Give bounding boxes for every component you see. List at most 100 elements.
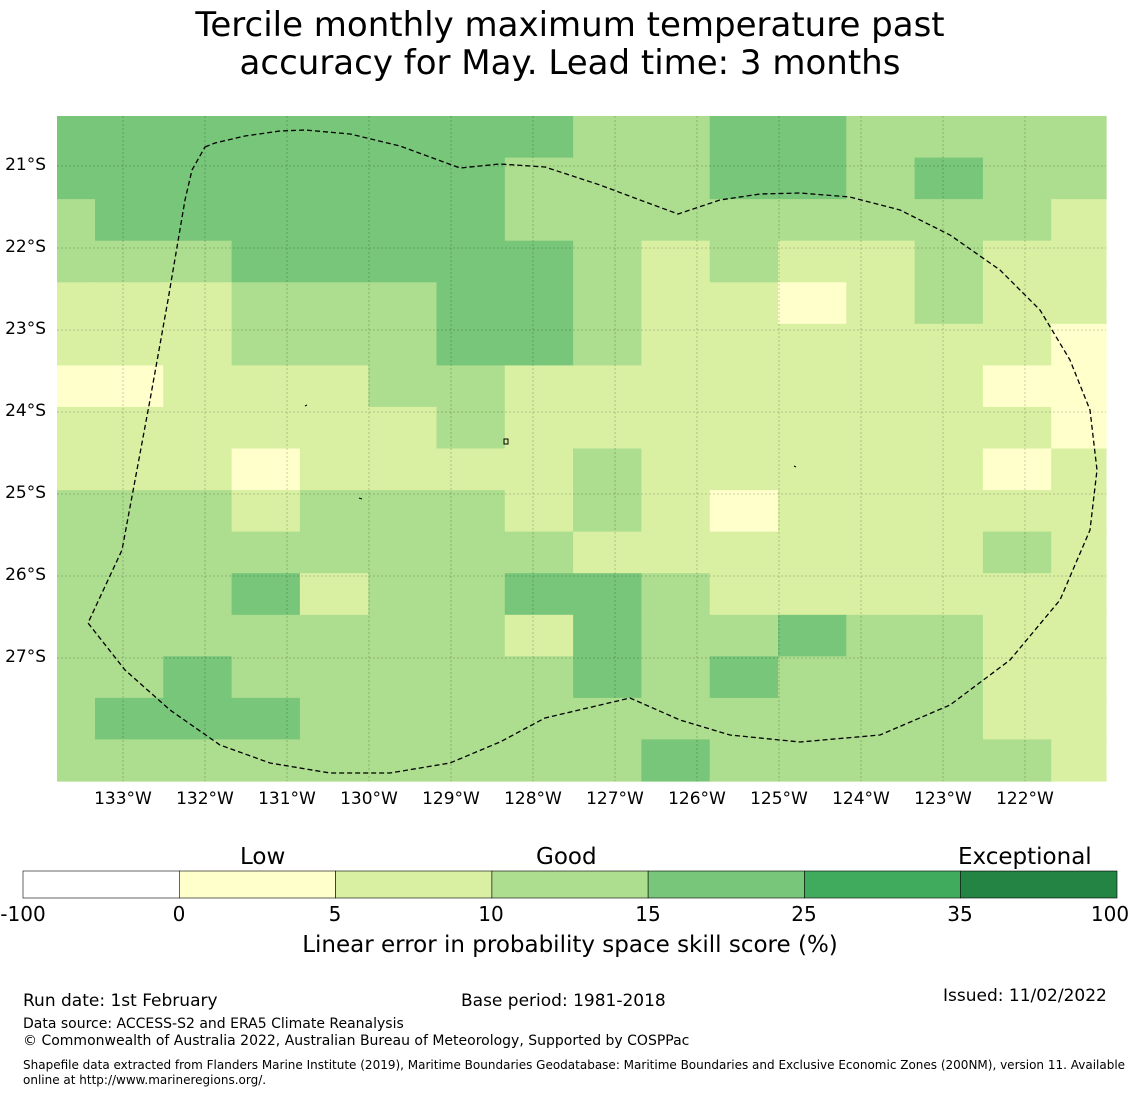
skill-cell	[436, 448, 506, 491]
skill-cell	[163, 406, 233, 450]
skill-cell	[231, 614, 301, 657]
skill-cell	[982, 116, 1052, 159]
skill-cell	[95, 406, 164, 450]
skill-cell	[778, 739, 847, 782]
skill-cell	[163, 240, 233, 283]
skill-cell	[778, 116, 847, 159]
skill-cell	[641, 448, 711, 491]
skill-cell	[436, 614, 506, 657]
skill-cell	[504, 365, 574, 408]
skill-cell	[709, 116, 779, 159]
lon-label: 123°W	[914, 789, 972, 809]
skill-cell	[436, 490, 506, 533]
skill-cell	[368, 697, 438, 741]
colorbar-tick: -100	[0, 902, 46, 926]
skill-cell	[641, 199, 711, 242]
skill-cell	[57, 240, 96, 283]
skill-cell	[504, 573, 574, 616]
lon-label: 126°W	[668, 789, 726, 809]
skill-cell	[573, 240, 642, 283]
skill-cell	[709, 697, 779, 741]
skill-cell	[982, 365, 1052, 408]
lon-label: 122°W	[996, 789, 1054, 809]
skill-cell	[778, 240, 847, 283]
skill-cell	[914, 656, 984, 699]
skill-cell	[95, 448, 164, 491]
skill-cell	[95, 157, 164, 200]
skill-cell	[368, 739, 438, 782]
colorbar-segments	[22, 870, 1118, 899]
skill-cell	[163, 448, 233, 491]
skill-cell	[1051, 697, 1107, 741]
skill-cell	[982, 490, 1052, 533]
skill-cell	[1051, 614, 1107, 657]
skill-cell	[95, 199, 164, 242]
skill-cell	[57, 573, 96, 616]
skill-cell	[1051, 739, 1107, 782]
skill-cell	[231, 365, 301, 408]
skill-cell	[299, 448, 369, 491]
skill-cell	[231, 282, 301, 325]
colorbar-segment	[335, 870, 493, 899]
skill-cell	[231, 323, 301, 366]
skill-cell	[436, 365, 506, 408]
skill-cell	[299, 656, 369, 699]
skill-cell	[95, 240, 164, 283]
islet-mark	[304, 404, 308, 407]
skill-cell	[436, 656, 506, 699]
skill-cell	[846, 365, 916, 408]
skill-cell	[914, 240, 984, 283]
skill-cell	[709, 490, 779, 533]
skill-cell	[299, 614, 369, 657]
skill-cell	[436, 240, 506, 283]
skill-cell	[163, 323, 233, 366]
skill-cell	[982, 282, 1052, 325]
skill-cell	[504, 157, 574, 200]
skill-cell	[95, 365, 164, 408]
lat-label: 25°S	[5, 483, 46, 503]
skill-cell	[57, 697, 96, 741]
skill-cell	[504, 323, 574, 366]
skill-cell	[778, 656, 847, 699]
skill-cell	[299, 697, 369, 741]
lon-label: 133°W	[94, 789, 152, 809]
lat-label: 27°S	[5, 647, 46, 667]
skill-cell	[436, 116, 506, 159]
islet-mark	[358, 497, 363, 500]
colorbar-segment	[804, 870, 962, 899]
lat-label: 22°S	[5, 237, 46, 257]
skill-cell	[163, 531, 233, 574]
skill-cell	[368, 448, 438, 491]
skill-cell	[299, 406, 369, 450]
skill-cell	[95, 697, 164, 741]
skill-cell	[641, 323, 711, 366]
skill-cell	[709, 240, 779, 283]
colorbar-segment	[491, 870, 649, 899]
skill-cell	[299, 323, 369, 366]
skill-cell	[368, 157, 438, 200]
skill-cell	[982, 614, 1052, 657]
skill-cell	[573, 157, 642, 200]
lat-label: 26°S	[5, 565, 46, 585]
lat-label: 21°S	[5, 155, 46, 175]
skill-cell	[709, 282, 779, 325]
chart-title-line-1: Tercile monthly maximum temperature past	[195, 5, 945, 45]
skill-cell	[641, 531, 711, 574]
islet-mark	[793, 465, 797, 468]
colorbar-segment	[179, 870, 336, 899]
skill-cell	[709, 448, 779, 491]
skill-cell	[231, 199, 301, 242]
colorbar-segment	[960, 870, 1118, 899]
skill-cell	[231, 240, 301, 283]
skill-cell	[368, 656, 438, 699]
skill-cell	[504, 240, 574, 283]
skill-cell	[641, 739, 711, 782]
skill-cell	[778, 406, 847, 450]
skill-cell	[57, 323, 96, 366]
chart-title: Tercile monthly maximum temperature past…	[0, 6, 1140, 82]
skill-cell	[231, 448, 301, 491]
skill-cell	[231, 116, 301, 159]
skill-cell	[436, 323, 506, 366]
skill-cell	[982, 656, 1052, 699]
skill-map	[57, 116, 1107, 782]
